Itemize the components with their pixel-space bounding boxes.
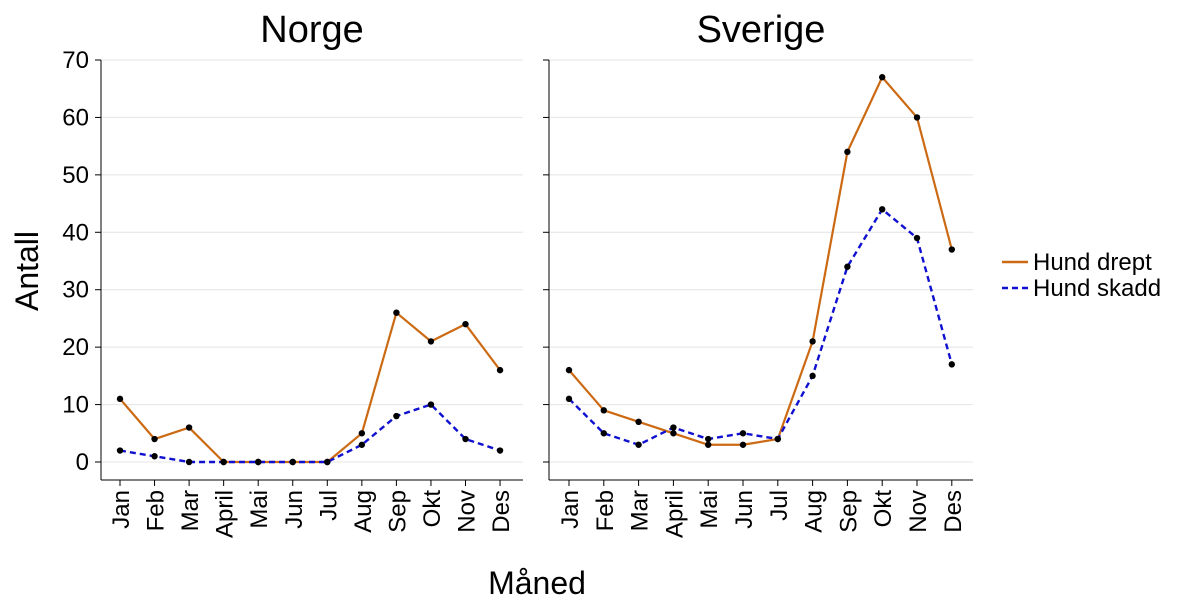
data-point: [496, 447, 504, 454]
panel-title: Sverige: [697, 9, 826, 51]
x-tick-label: Jan: [557, 490, 584, 529]
x-tick-label: April: [661, 490, 688, 538]
data-point: [809, 338, 816, 345]
panel-title: Norge: [260, 9, 364, 51]
data-point: [635, 441, 642, 448]
data-point: [879, 206, 886, 213]
x-tick-label: Jul: [315, 490, 342, 521]
data-point: [185, 458, 193, 466]
data-point: [185, 424, 193, 431]
x-tick-label: Des: [488, 490, 515, 533]
data-point: [600, 430, 607, 437]
data-point: [948, 361, 955, 368]
data-point: [427, 338, 435, 345]
axes: [95, 59, 523, 486]
series-line-hund-skadd: [119, 403, 501, 464]
data-point: [565, 366, 573, 374]
data-point: [427, 401, 435, 408]
y-tick-label: 20: [62, 334, 89, 361]
x-tick-label: Okt: [419, 490, 446, 528]
series-lines: [116, 309, 504, 466]
data-point: [879, 74, 886, 81]
data-point: [358, 430, 366, 437]
data-point: [670, 424, 677, 431]
panel-sverige: Jan Feb Mar April Mai Jun Jul Aug Sep Okt Nov Des S…: [543, 9, 973, 538]
x-tick-label: Nov: [905, 490, 932, 533]
y-axis-title: Antall: [9, 231, 45, 311]
data-point: [565, 395, 573, 403]
y-tick-label: 0: [76, 449, 89, 476]
data-point: [116, 395, 124, 403]
series-line-hund-skadd: [568, 208, 953, 446]
data-point: [913, 114, 921, 121]
data-point: [255, 458, 262, 466]
axes: [543, 59, 973, 486]
data-point: [393, 309, 400, 316]
data-point: [705, 441, 712, 448]
data-point: [151, 435, 158, 443]
data-point: [739, 441, 747, 448]
x-tick-label: April: [212, 490, 239, 538]
y-tick-label: 10: [62, 392, 89, 419]
x-tick-label: Aug: [350, 490, 377, 533]
x-tick-label: Aug: [801, 490, 828, 533]
y-tick-label: 50: [62, 162, 89, 189]
panel-norge: 0 10 20 30 40 50 60 70 Jan Feb Mar April Mai Jun Jul A…: [62, 9, 523, 538]
x-tick-label: Mai: [696, 490, 723, 529]
data-point: [635, 418, 642, 425]
data-point: [358, 441, 366, 448]
data-point: [393, 412, 400, 420]
data-point: [913, 234, 921, 242]
x-tick-label: Des: [940, 490, 967, 533]
data-point: [774, 435, 781, 443]
x-tick-labels: Jan Feb Mar April Mai Jun Jul Aug Sep Okt Nov Des: [108, 490, 515, 538]
x-tick-label: Feb: [592, 490, 619, 531]
data-point: [324, 458, 331, 466]
data-point: [948, 246, 955, 253]
data-point: [462, 320, 469, 328]
x-tick-label: Jul: [766, 490, 793, 521]
x-tick-label: Sep: [835, 490, 862, 533]
x-tick-label: Jun: [281, 490, 308, 529]
x-tick-label: Feb: [143, 490, 170, 531]
legend: Hund drept Hund skadd: [1002, 249, 1161, 302]
data-point: [670, 430, 677, 437]
data-point: [220, 458, 227, 466]
x-tick-labels: Jan Feb Mar April Mai Jun Jul Aug Sep Okt Nov Des: [557, 490, 967, 538]
series-lines: [565, 74, 955, 448]
legend-label-hund-drept: Hund drept: [1033, 249, 1152, 276]
x-tick-label: Mai: [246, 490, 273, 529]
x-tick-label: Sep: [384, 490, 411, 533]
y-tick-label: 40: [62, 219, 89, 246]
data-point: [809, 372, 816, 380]
data-point: [496, 366, 504, 374]
x-tick-label: Mar: [627, 490, 654, 531]
x-tick-label: Nov: [454, 490, 481, 533]
x-tick-label: Mar: [177, 490, 204, 531]
x-tick-label: Jan: [108, 490, 135, 529]
y-tick-label: 60: [62, 104, 89, 131]
y-tick-labels: 0 10 20 30 40 50 60 70: [62, 47, 89, 476]
grid-lines: [101, 59, 523, 463]
y-tick-label: 30: [62, 277, 89, 304]
series-line-hund-drept: [119, 311, 501, 464]
x-axis-title: Måned: [488, 565, 586, 601]
data-point: [151, 453, 158, 460]
data-point: [462, 435, 469, 443]
x-tick-label: Okt: [870, 490, 897, 528]
data-point: [600, 407, 607, 414]
data-point: [844, 148, 851, 156]
data-point: [289, 458, 296, 466]
grid-lines: [549, 59, 973, 463]
data-point: [705, 435, 712, 443]
y-tick-label: 70: [62, 47, 89, 74]
x-tick-label: Jun: [731, 490, 758, 529]
series-line-hund-drept: [568, 76, 953, 446]
data-point: [739, 430, 747, 437]
data-point: [116, 447, 124, 454]
legend-label-hund-skadd: Hund skadd: [1033, 275, 1161, 302]
data-point: [844, 263, 851, 270]
